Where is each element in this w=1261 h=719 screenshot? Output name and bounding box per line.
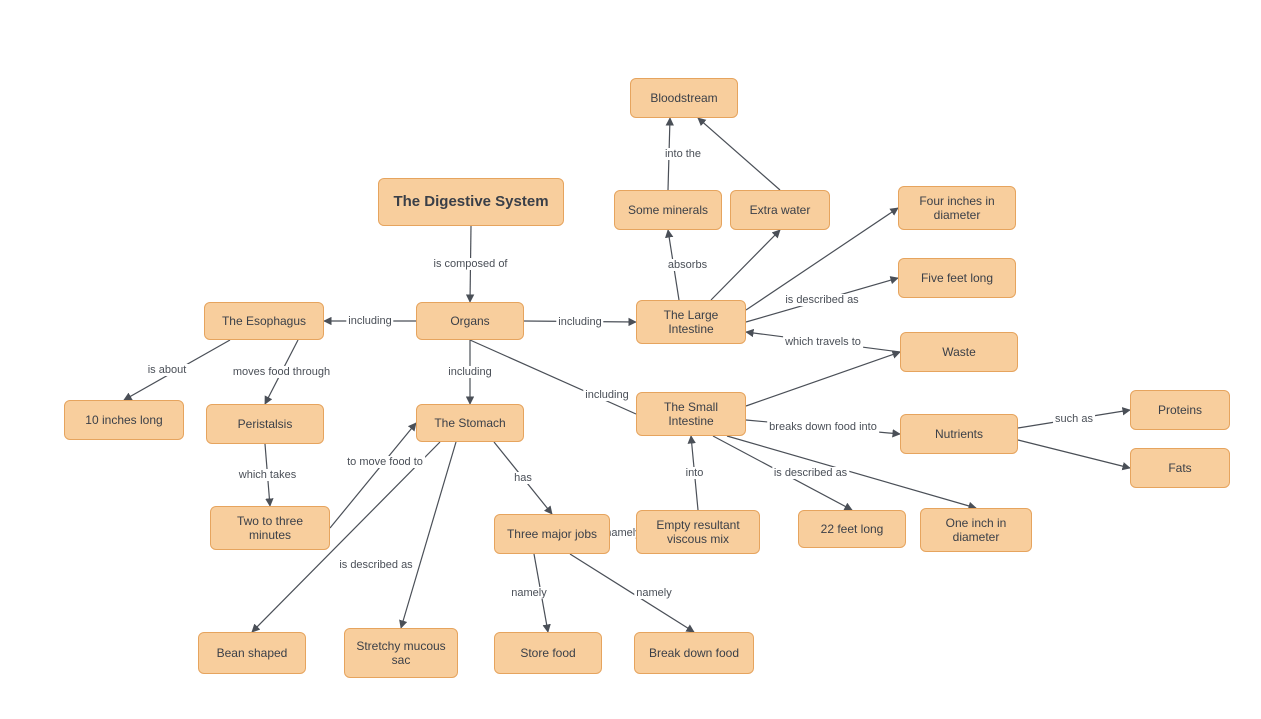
node-large_int: The Large Intestine bbox=[636, 300, 746, 344]
edge-label-two_three-stomach: to move food to bbox=[345, 456, 425, 468]
edge-label-organs-stomach: including bbox=[446, 366, 493, 378]
node-empty_mix: Empty resultant viscous mix bbox=[636, 510, 760, 554]
edge-label-empty_mix-small_int: into bbox=[684, 467, 706, 479]
node-extra_water: Extra water bbox=[730, 190, 830, 230]
node-store: Store food bbox=[494, 632, 602, 674]
edge-label-organs-small_int: including bbox=[583, 389, 630, 401]
edge-label-organs-large_int: including bbox=[556, 316, 603, 328]
node-five_feet: Five feet long bbox=[898, 258, 1016, 298]
edge-label-esophagus-peristalsis: moves food through bbox=[231, 366, 332, 378]
node-small_int: The Small Intestine bbox=[636, 392, 746, 436]
node-two_three: Two to three minutes bbox=[210, 506, 330, 550]
node-esophagus: The Esophagus bbox=[204, 302, 324, 340]
edge-two_three-stomach bbox=[330, 423, 416, 528]
node-twentytwo: 22 feet long bbox=[798, 510, 906, 548]
node-ten_inch: 10 inches long bbox=[64, 400, 184, 440]
node-peristalsis: Peristalsis bbox=[206, 404, 324, 444]
edge-label-esophagus-ten_inch: is about bbox=[146, 364, 189, 376]
edge-label-nutrients-proteins: such as bbox=[1053, 413, 1095, 425]
node-proteins: Proteins bbox=[1130, 390, 1230, 430]
node-title: The Digestive System bbox=[378, 178, 564, 226]
node-sac: Stretchy mucous sac bbox=[344, 628, 458, 678]
node-breakdown: Break down food bbox=[634, 632, 754, 674]
edge-label-small_int-nutrients: breaks down food into bbox=[767, 421, 879, 433]
edge-label-large_int-five_feet: is described as bbox=[783, 294, 860, 306]
edge-nutrients-fats bbox=[1018, 440, 1130, 468]
edge-stomach-sac bbox=[401, 442, 456, 628]
edge-label-peristalsis-two_three: which takes bbox=[237, 469, 298, 481]
concept-map-canvas: is composed of including including includin… bbox=[0, 0, 1261, 719]
edge-large_int-extra_water bbox=[711, 230, 780, 300]
edge-label-large_int-some_minerals: absorbs bbox=[666, 259, 709, 271]
node-some_minerals: Some minerals bbox=[614, 190, 722, 230]
node-bean: Bean shaped bbox=[198, 632, 306, 674]
edge-organs-small_int bbox=[470, 340, 636, 414]
edge-label-three_jobs-store: namely bbox=[509, 587, 548, 599]
node-bloodstream: Bloodstream bbox=[630, 78, 738, 118]
edge-three_jobs-breakdown bbox=[570, 554, 694, 632]
node-waste: Waste bbox=[900, 332, 1018, 372]
edge-label-stomach-three_jobs: has bbox=[512, 472, 534, 484]
node-four_inch: Four inches in diameter bbox=[898, 186, 1016, 230]
edge-extra_water-bloodstream bbox=[698, 118, 780, 190]
edge-label-small_int-twentytwo: is described as bbox=[772, 467, 849, 479]
edge-small_int-waste bbox=[746, 352, 900, 406]
edge-label-stomach-bean: is described as bbox=[337, 559, 414, 571]
edge-label-some_minerals-bloodstream: into the bbox=[663, 148, 703, 160]
edge-label-organs-esophagus: including bbox=[346, 315, 393, 327]
node-three_jobs: Three major jobs bbox=[494, 514, 610, 554]
edge-label-waste-large_int: which travels to bbox=[783, 336, 863, 348]
node-stomach: The Stomach bbox=[416, 404, 524, 442]
node-nutrients: Nutrients bbox=[900, 414, 1018, 454]
node-organs: Organs bbox=[416, 302, 524, 340]
edge-label-three_jobs-breakdown: namely bbox=[634, 587, 673, 599]
edge-label-title-organs: is composed of bbox=[432, 258, 510, 270]
node-fats: Fats bbox=[1130, 448, 1230, 488]
node-one_inch: One inch in diameter bbox=[920, 508, 1032, 552]
